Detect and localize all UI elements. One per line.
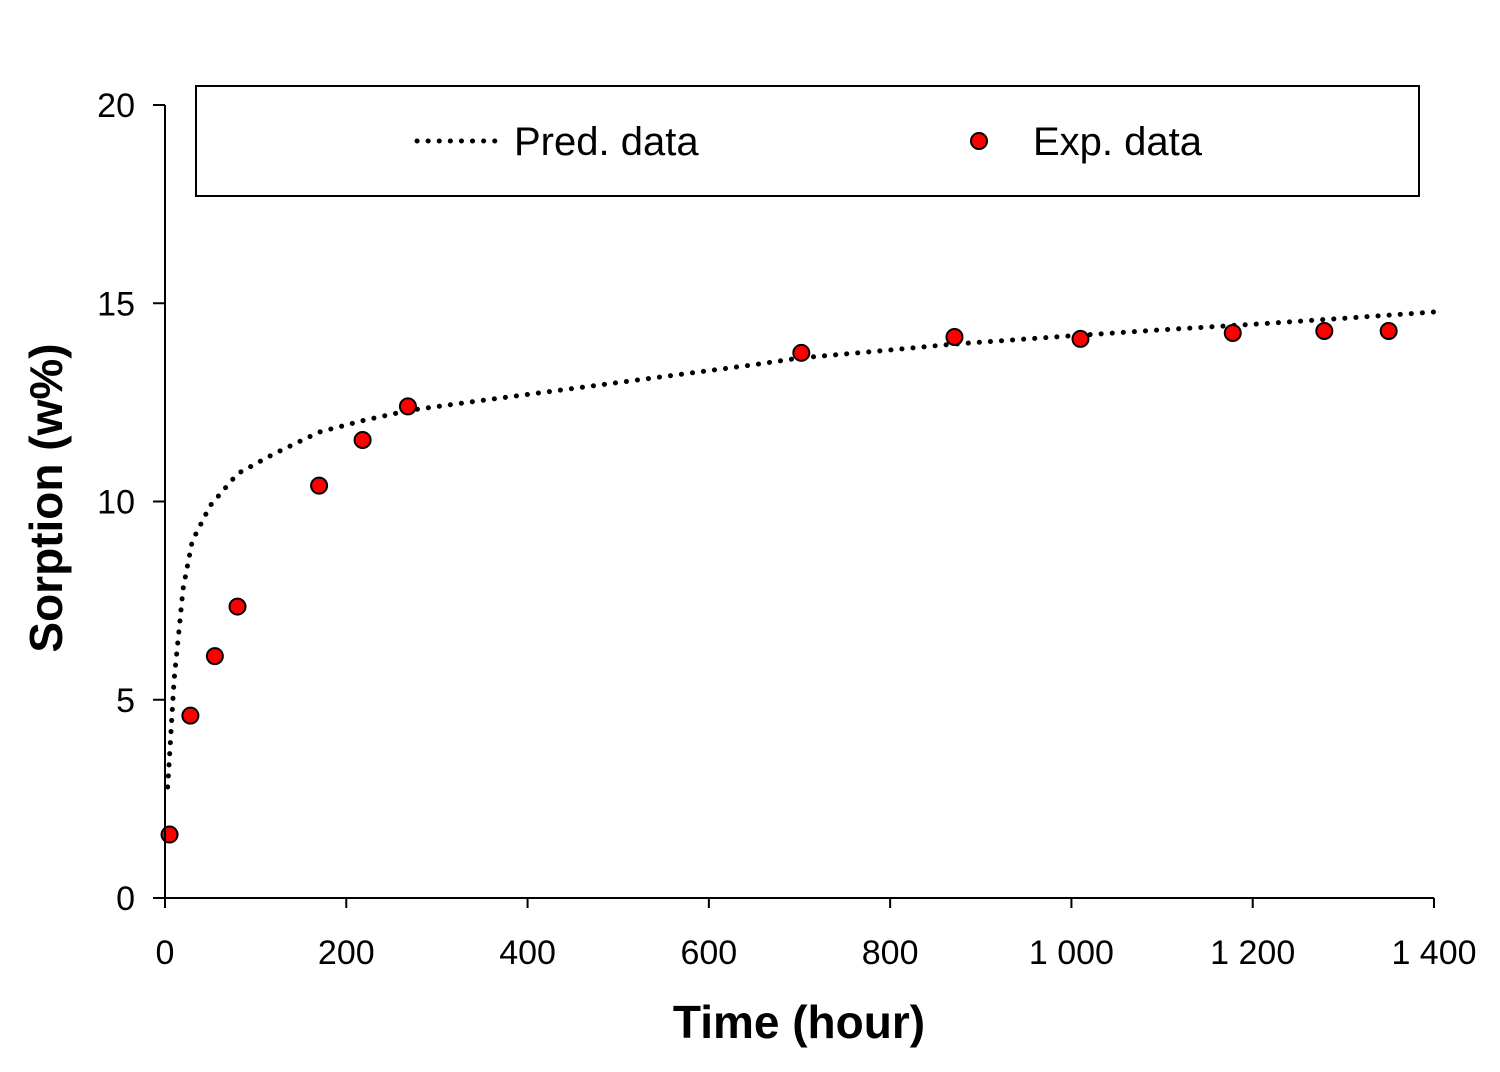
x-tick-label: 400	[499, 934, 556, 972]
x-tick-label: 200	[318, 934, 375, 972]
y-tick-label: 10	[97, 484, 135, 522]
y-axis-title: Sorption (w%)	[20, 343, 72, 652]
exp-data-points	[160, 322, 1398, 844]
x-tick-label: 1 200	[1210, 934, 1295, 972]
exp-data-point	[181, 706, 200, 725]
legend-exp-swatch	[970, 132, 988, 150]
legend: Pred. data Exp. data	[195, 85, 1420, 197]
x-axis-title: Time (hour)	[673, 996, 925, 1048]
exp-data-point	[353, 431, 372, 450]
x-tick-label: 600	[680, 934, 737, 972]
plot-area	[160, 309, 1437, 844]
exp-data-point	[792, 343, 811, 362]
exp-data-point	[160, 825, 179, 844]
exp-data-point	[1223, 323, 1242, 342]
exp-data-point	[310, 476, 329, 495]
x-tick-label: 800	[862, 934, 919, 972]
exp-data-point	[205, 647, 224, 666]
y-tick-label: 5	[116, 682, 135, 720]
x-tick-label: 1 400	[1391, 934, 1476, 972]
x-tick-label: 0	[156, 934, 175, 972]
exp-data-point	[1379, 322, 1398, 341]
legend-pred-label: Pred. data	[514, 120, 699, 164]
y-tick-label: 0	[116, 880, 135, 918]
exp-data-point	[945, 327, 964, 346]
x-axis-ticks: 0 200 400 600 800 1 000 1 200 1 400	[156, 898, 1477, 972]
pred-data-line	[165, 309, 1437, 790]
exp-data-point	[1315, 322, 1334, 341]
legend-box	[195, 85, 1420, 197]
y-tick-label: 15	[97, 285, 135, 323]
y-tick-label: 20	[97, 87, 135, 125]
legend-exp-label: Exp. data	[1033, 120, 1203, 164]
y-axis-ticks: 0 5 10 15 20	[97, 87, 165, 918]
exp-data-point	[1071, 329, 1090, 348]
exp-data-point	[398, 397, 417, 416]
exp-data-point	[228, 597, 247, 616]
x-tick-label: 1 000	[1029, 934, 1114, 972]
